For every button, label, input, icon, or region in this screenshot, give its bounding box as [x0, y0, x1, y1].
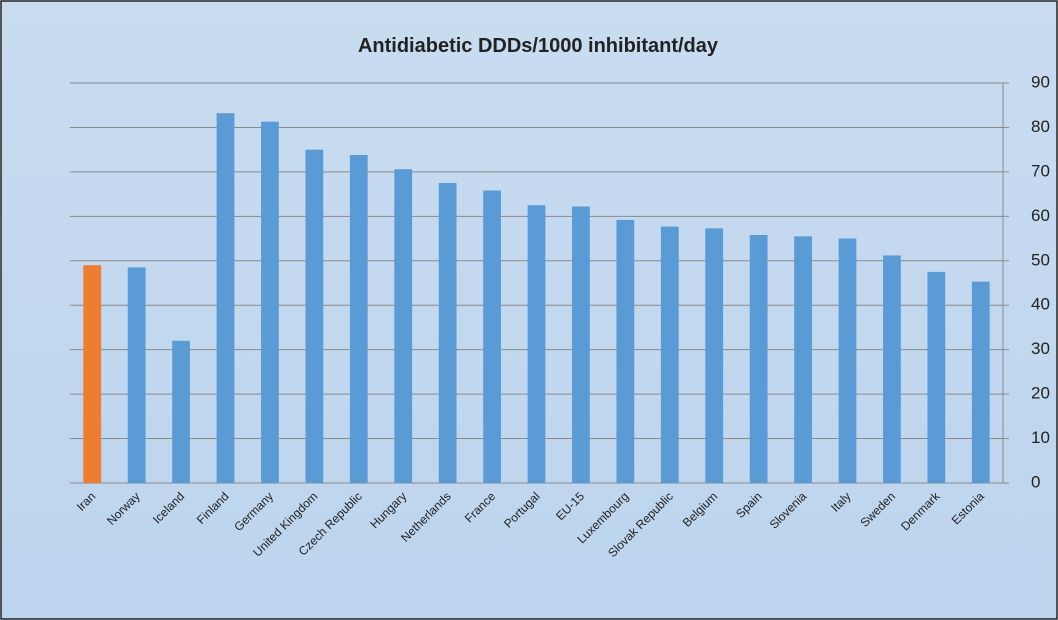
bar [660, 226, 679, 484]
y-tick-label: 20 [1031, 384, 1050, 403]
y-tick-label: 60 [1031, 206, 1050, 225]
bar [349, 155, 368, 483]
bar [127, 267, 146, 483]
bar [483, 190, 501, 484]
bar [527, 205, 546, 483]
y-tick-label: 90 [1031, 72, 1050, 91]
bar [705, 228, 724, 483]
y-tick-label: 30 [1031, 339, 1050, 358]
chart-title: Antidiabetic DDDs/1000 inhibitant/day [358, 35, 719, 57]
bar [749, 235, 768, 483]
y-tick-label: 70 [1031, 161, 1050, 180]
y-tick-label: 10 [1031, 428, 1050, 447]
bar [172, 340, 190, 483]
bar [438, 183, 457, 483]
bar [838, 238, 857, 483]
bar [971, 281, 990, 483]
bar [883, 255, 901, 483]
y-tick-label: 80 [1031, 117, 1050, 136]
y-tick-label: 50 [1031, 250, 1050, 269]
bar [261, 121, 279, 484]
bar [394, 169, 413, 483]
y-tick-label: 0 [1031, 472, 1040, 491]
bar [305, 149, 324, 483]
bar [927, 271, 946, 483]
bar [616, 219, 635, 483]
y-tick-label: 40 [1031, 295, 1050, 314]
bar [572, 206, 590, 484]
bar [216, 113, 235, 483]
bar [83, 265, 102, 483]
bar [794, 236, 812, 483]
